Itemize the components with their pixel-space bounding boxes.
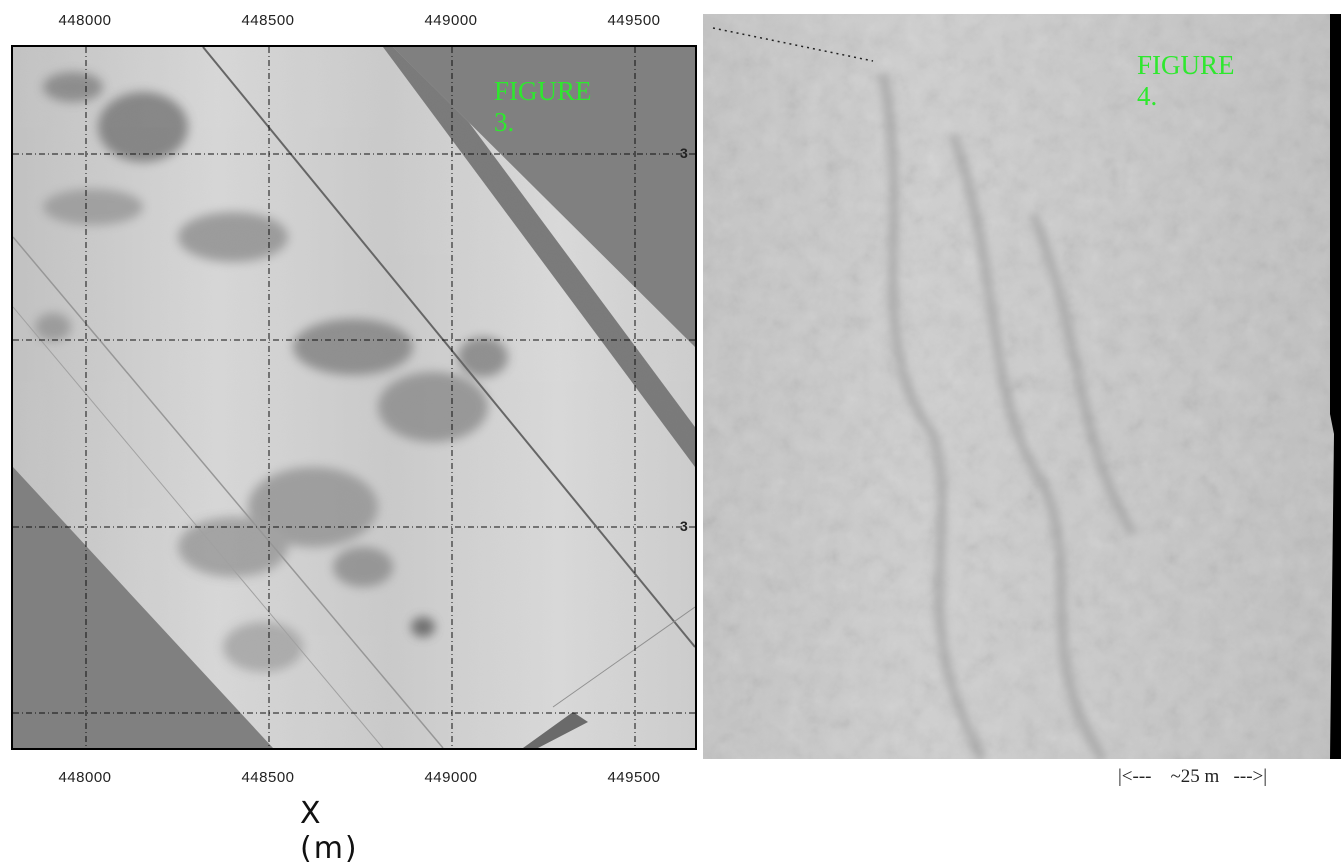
x-tick-bottom-449000: 449000 <box>424 769 478 786</box>
figure-3-title: FIGURE 3. <box>494 76 592 137</box>
x-tick-bottom-448000: 448000 <box>58 769 112 786</box>
x-tick-top-448000: 448000 <box>58 12 112 29</box>
scale-bar-label: |<--- ~25 m --->| <box>1118 766 1268 787</box>
figure-4-image-frame <box>703 14 1341 759</box>
map-gridlines <box>13 47 695 748</box>
x-tick-top-449500: 449500 <box>607 12 661 29</box>
seafloor-relief-image <box>703 14 1341 759</box>
swath-edge-patch <box>523 712 588 748</box>
x-tick-bottom-449500: 449500 <box>607 769 661 786</box>
y-tick-label-upper: 3 <box>680 145 688 161</box>
figure-4-title: FIGURE 4. <box>1137 50 1235 111</box>
x-tick-top-448500: 448500 <box>241 12 295 29</box>
sonar-mosaic-image <box>13 47 695 748</box>
x-axis-label: X (m) <box>300 796 359 866</box>
y-tick-label-lower: 3 <box>680 518 688 534</box>
x-tick-top-449000: 449000 <box>424 12 478 29</box>
figure-3-map-frame <box>11 45 697 750</box>
x-tick-bottom-448500: 448500 <box>241 769 295 786</box>
no-data-edge <box>1330 14 1341 759</box>
